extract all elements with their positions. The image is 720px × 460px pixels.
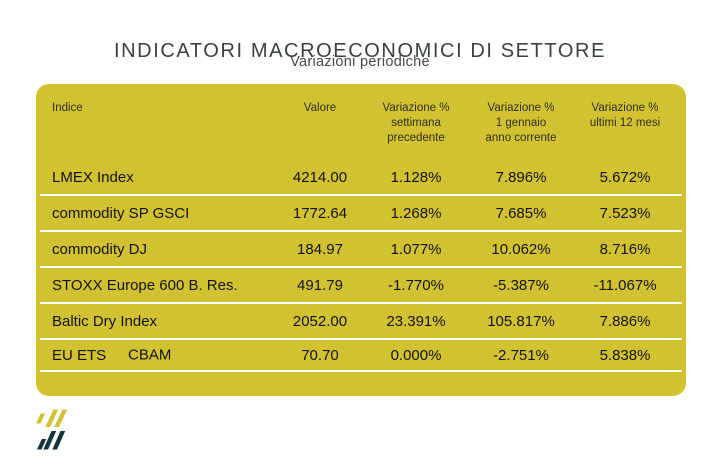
cell-indice: STOXX Europe 600 B. Res. <box>52 276 238 294</box>
cell-var-12-mesi: 7.523% <box>599 204 651 222</box>
table-row: STOXX Europe 600 B. Res. 491.79 -1.770% -5.… <box>40 268 682 304</box>
cell-indice: commodity DJ <box>52 240 148 258</box>
cell-var-1-gennaio: 7.685% <box>495 204 547 222</box>
cell-var-1-gennaio: -2.751% <box>493 346 549 364</box>
column-header-var-1-gennaio: Variazione % 1 gennaio anno corrente <box>485 102 557 145</box>
table-body: LMEX Index 4214.00 1.128% 7.896% 5.672% commo… <box>36 160 686 372</box>
table-row: EU ETS CBAM 70.70 0.000% -2.751% 5.838% <box>40 340 682 372</box>
cell-valore: 491.79 <box>297 276 343 294</box>
cell-indice: EU ETS CBAM <box>52 346 172 364</box>
cell-indice: LMEX Index <box>52 168 134 186</box>
column-header-var-12-mesi: Variazione % ultimi 12 mesi <box>589 102 661 130</box>
cell-var-1-gennaio: -5.387% <box>493 276 549 294</box>
cell-var-settimana: 1.268% <box>390 204 442 222</box>
cell-valore: 2052.00 <box>292 312 348 330</box>
cell-var-settimana: 0.000% <box>390 346 442 364</box>
indicators-table: Indice Valore Variazione % settimana pre… <box>36 84 686 396</box>
cell-valore: 184.97 <box>297 240 343 258</box>
brand-logo <box>36 408 76 452</box>
column-header-valore: Valore <box>303 102 337 114</box>
cell-var-1-gennaio: 7.896% <box>495 168 547 186</box>
cell-var-1-gennaio: 105.817% <box>487 312 555 330</box>
cell-var-12-mesi: 5.838% <box>599 346 651 364</box>
table-header-row: Indice Valore Variazione % settimana pre… <box>40 84 682 160</box>
table-row: LMEX Index 4214.00 1.128% 7.896% 5.672% <box>40 160 682 196</box>
cell-var-settimana: 1.077% <box>390 240 442 258</box>
column-header-indice: Indice <box>52 102 83 114</box>
table-row: commodity SP GSCI 1772.64 1.268% 7.685% 7.52… <box>40 196 682 232</box>
cell-var-settimana: -1.770% <box>388 276 444 294</box>
table-row: Baltic Dry Index 2052.00 23.391% 105.817% 7.… <box>40 304 682 340</box>
cell-var-12-mesi: 5.672% <box>599 168 651 186</box>
slash-marks-icon <box>36 409 68 450</box>
cell-var-12-mesi: -11.067% <box>593 276 657 294</box>
cell-var-settimana: 1.128% <box>390 168 442 186</box>
cell-var-12-mesi: 8.716% <box>599 240 651 258</box>
column-header-var-settimana: Variazione % settimana precedente <box>382 102 450 145</box>
table-row: commodity DJ 184.97 1.077% 10.062% 8.716% <box>40 232 682 268</box>
cell-valore: 4214.00 <box>292 168 348 186</box>
cell-indice: Baltic Dry Index <box>52 312 158 330</box>
cell-valore: 1772.64 <box>292 204 348 222</box>
page-subtitle: Variazioni periodiche <box>290 54 430 70</box>
cell-indice-secondary: CBAM <box>128 346 172 364</box>
cell-var-1-gennaio: 10.062% <box>491 240 551 258</box>
cell-var-settimana: 23.391% <box>386 312 446 330</box>
cell-indice: commodity SP GSCI <box>52 204 190 222</box>
cell-var-12-mesi: 7.886% <box>599 312 651 330</box>
cell-valore: 70.70 <box>301 346 339 364</box>
page-title: INDICATORI MACROECONOMICI DI SETTORE <box>113 40 607 63</box>
